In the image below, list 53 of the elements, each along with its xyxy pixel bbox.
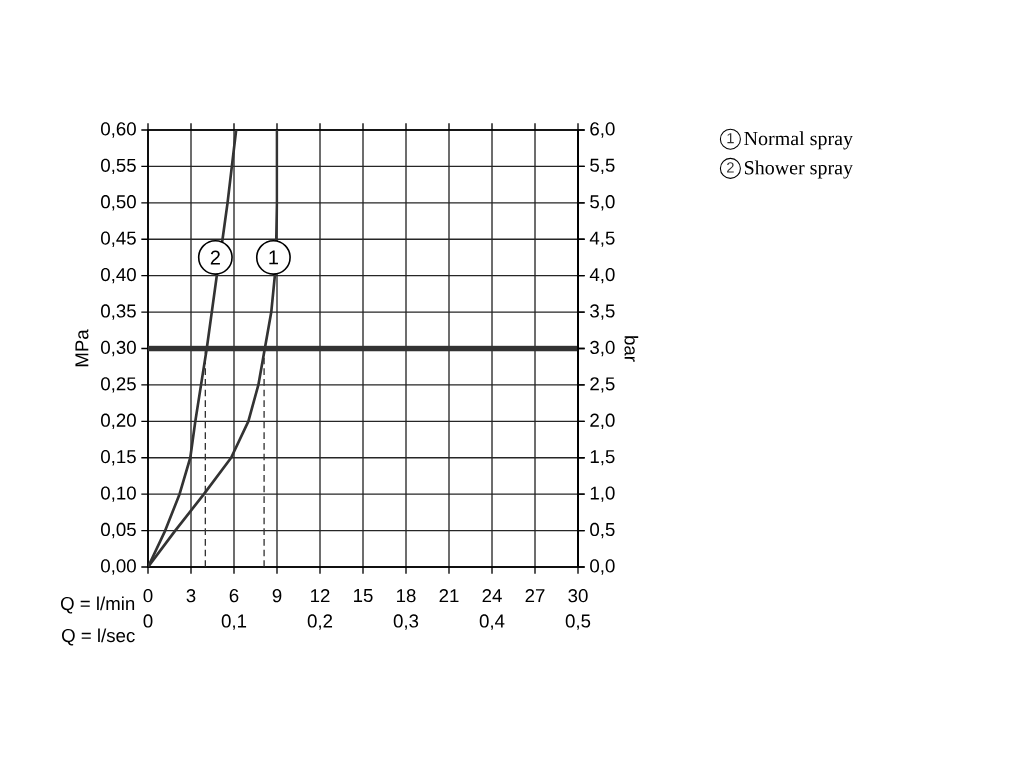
x2-tick-label: 0 bbox=[143, 614, 153, 628]
annotation: 2 bbox=[210, 250, 220, 265]
y2-tick-label: 6,0 bbox=[590, 122, 615, 138]
y2-tick-label: 4,5 bbox=[589, 231, 615, 247]
text: Shower spray bbox=[744, 160, 853, 179]
y-tick-label: 0,50 bbox=[101, 195, 136, 211]
y-tick-label: 0,15 bbox=[101, 450, 136, 466]
x-tick-label: 18 bbox=[397, 589, 416, 603]
y-tick-label: 0,45 bbox=[101, 231, 136, 247]
y2-tick-label: 5,5 bbox=[590, 158, 615, 175]
x2-axis-title: Q = l/sec bbox=[62, 628, 135, 646]
y2-axis-title: bar bbox=[624, 336, 639, 362]
x2-tick-label: 0,4 bbox=[479, 614, 505, 630]
y2-tick-label: 1,5 bbox=[590, 450, 615, 466]
y2-tick-label: 2,5 bbox=[590, 377, 615, 393]
y2-tick-label: 5,0 bbox=[590, 195, 615, 211]
x-tick-label: 12 bbox=[311, 589, 330, 603]
x-tick-label: 15 bbox=[354, 589, 373, 603]
y-tick-label: 0,40 bbox=[101, 267, 136, 284]
y-tick-label: 0,10 bbox=[101, 486, 136, 502]
y2-tick-label: 1,0 bbox=[590, 486, 615, 502]
x2-tick-label: 0,2 bbox=[307, 614, 333, 630]
y2-tick-label: 2,0 bbox=[590, 413, 615, 430]
x-tick-label: 6 bbox=[229, 589, 239, 603]
x-tick-label: 27 bbox=[525, 589, 545, 603]
x2-tick-label: 0,1 bbox=[221, 614, 247, 630]
y-tick-label: 0,35 bbox=[101, 304, 136, 320]
text: 1 bbox=[727, 133, 734, 144]
x2-tick-label: 0,5 bbox=[565, 614, 591, 630]
y-tick-label: 0,20 bbox=[101, 413, 136, 430]
y-tick-label: 0,55 bbox=[101, 158, 136, 175]
y2-tick-label: 0,0 bbox=[590, 559, 615, 575]
annotation: 1 bbox=[269, 250, 278, 265]
x2-tick-label: 0,3 bbox=[393, 614, 419, 630]
text: 2 bbox=[727, 162, 734, 173]
y2-tick-label: 0,5 bbox=[590, 522, 615, 539]
x-tick-label: 9 bbox=[272, 589, 282, 603]
text: Normal spray bbox=[744, 131, 853, 150]
y-tick-label: 0,05 bbox=[101, 522, 136, 539]
y2-tick-label: 3,5 bbox=[590, 304, 615, 320]
x-tick-label: 0 bbox=[143, 589, 153, 603]
y-tick-label: 0,30 bbox=[101, 340, 136, 357]
y2-tick-label: 3,0 bbox=[590, 340, 615, 357]
y-tick-label: 0,00 bbox=[101, 559, 136, 575]
y-tick-label: 0,25 bbox=[101, 377, 136, 393]
y-tick-label: 0,60 bbox=[101, 122, 136, 138]
x-tick-label: 30 bbox=[568, 589, 588, 603]
x-tick-label: 24 bbox=[482, 589, 502, 603]
x-axis-title: Q = l/min bbox=[60, 596, 135, 614]
y2-tick-label: 4,0 bbox=[589, 267, 615, 284]
x-tick-label: 21 bbox=[439, 589, 459, 603]
x-tick-label: 3 bbox=[186, 589, 196, 603]
y-axis-title: MPa bbox=[75, 329, 89, 367]
